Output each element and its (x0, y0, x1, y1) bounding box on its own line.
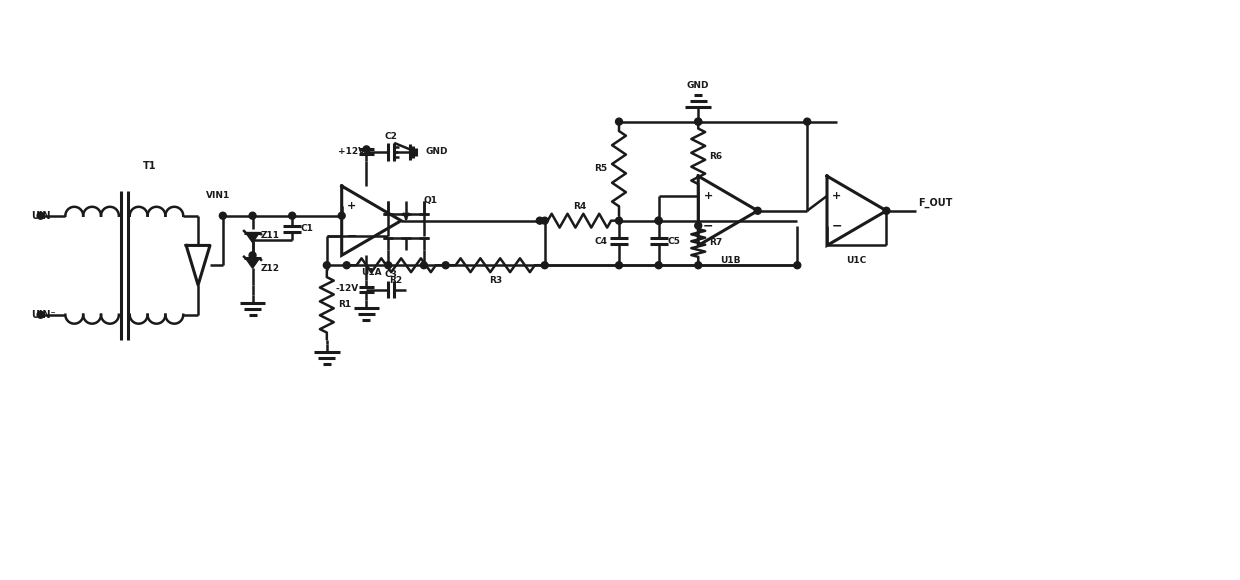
Circle shape (289, 212, 295, 219)
Circle shape (249, 252, 255, 259)
Circle shape (804, 118, 811, 125)
Text: Z12: Z12 (260, 264, 280, 273)
Text: +: + (832, 191, 842, 201)
Text: R4: R4 (573, 202, 587, 211)
Text: +: + (703, 191, 713, 201)
Text: +12V: +12V (339, 147, 365, 156)
Text: C5: C5 (667, 237, 680, 246)
Polygon shape (186, 245, 210, 285)
Text: C1: C1 (300, 224, 314, 233)
Text: VIN1: VIN1 (206, 191, 229, 201)
Circle shape (694, 262, 702, 269)
Text: −: − (346, 229, 357, 242)
Text: R2: R2 (389, 276, 403, 285)
Circle shape (37, 212, 45, 219)
Circle shape (655, 217, 662, 224)
Circle shape (443, 262, 449, 269)
Text: R1: R1 (339, 300, 351, 309)
Circle shape (615, 217, 622, 224)
Polygon shape (246, 233, 259, 242)
Text: R7: R7 (709, 238, 723, 248)
Text: −: − (703, 219, 713, 232)
Circle shape (384, 262, 392, 269)
Polygon shape (246, 258, 259, 268)
Circle shape (794, 262, 801, 269)
Text: U1C: U1C (847, 256, 867, 265)
Circle shape (615, 262, 622, 269)
Circle shape (249, 212, 255, 219)
Circle shape (655, 217, 662, 224)
Circle shape (363, 146, 370, 153)
Text: C3: C3 (384, 270, 398, 279)
Circle shape (694, 222, 702, 229)
Text: GND: GND (425, 147, 449, 157)
Circle shape (542, 217, 548, 224)
Text: C2: C2 (384, 132, 398, 142)
Text: GND: GND (687, 81, 709, 90)
Text: R5: R5 (595, 164, 608, 173)
Circle shape (420, 262, 428, 269)
Text: F_OUT: F_OUT (918, 198, 952, 208)
Circle shape (754, 207, 761, 214)
Circle shape (655, 262, 662, 269)
Text: -12V: -12V (335, 284, 358, 292)
Text: R3: R3 (489, 276, 502, 285)
Circle shape (694, 118, 702, 125)
Circle shape (219, 212, 227, 219)
Text: UIN⁻: UIN⁻ (31, 310, 56, 320)
Text: U1B: U1B (719, 256, 740, 265)
Text: UIN: UIN (31, 211, 50, 221)
Text: −: − (832, 219, 842, 232)
Circle shape (343, 262, 350, 269)
Text: U1A: U1A (361, 268, 382, 277)
Circle shape (339, 212, 345, 219)
Text: R6: R6 (709, 152, 723, 161)
Text: Z11: Z11 (260, 231, 280, 240)
Text: +: + (347, 201, 356, 211)
Text: C4: C4 (595, 237, 608, 246)
Text: Q1: Q1 (424, 197, 438, 205)
Circle shape (883, 207, 890, 214)
Text: T1: T1 (143, 161, 156, 171)
Circle shape (324, 262, 330, 269)
Circle shape (615, 118, 622, 125)
Circle shape (37, 311, 45, 318)
Circle shape (542, 262, 548, 269)
Circle shape (694, 118, 702, 125)
Circle shape (537, 217, 543, 224)
